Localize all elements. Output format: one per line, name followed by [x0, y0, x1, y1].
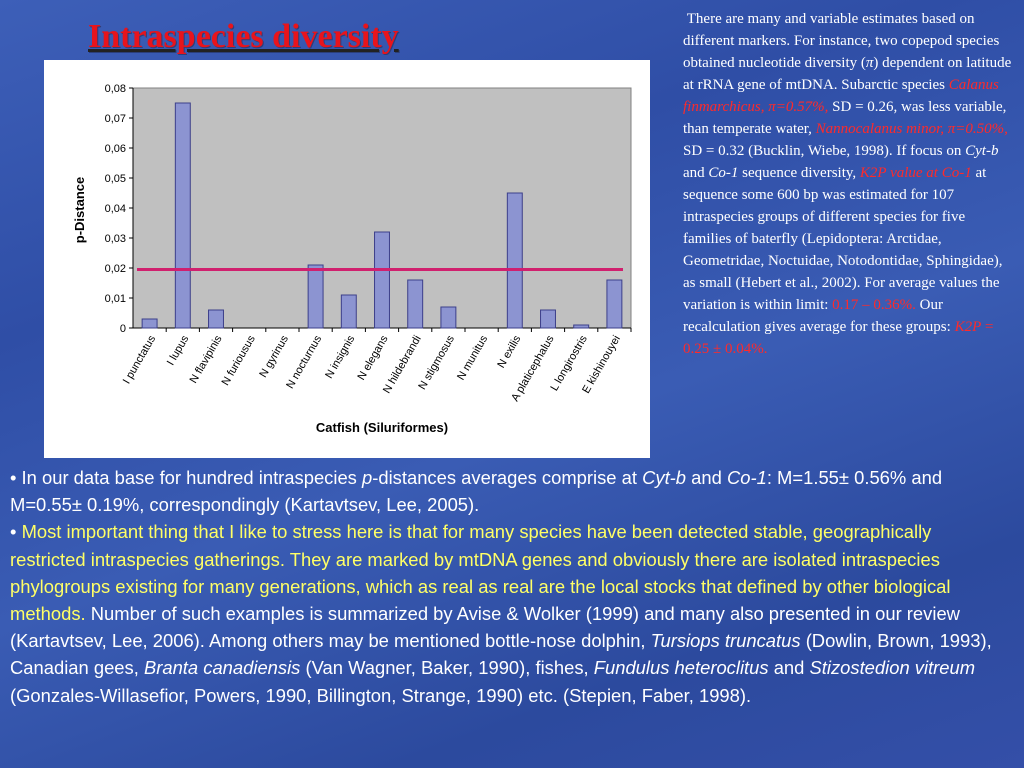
side-text-part: Our recalculation gives average for thes… [683, 297, 955, 335]
x-tick-label: N nocturnus [284, 333, 324, 391]
bottom-text-part: : M=1.55± 0.56% and M=0.55± 0.19%, corre… [10, 467, 943, 516]
y-tick-label: 0 [120, 323, 126, 335]
bottom-text-part: (Van Wagner, Baker, 1990), fishes, [300, 657, 594, 679]
bottom-text-part: (Dowlin, Brown, 1993), Canadian gees, [10, 630, 992, 679]
species-branta: Branta canadiensis [143, 657, 301, 679]
pi-symbol: π [865, 55, 874, 71]
x-tick-label: I punctatus [121, 333, 159, 386]
bar-chart: 0 0,01 0,02 0,03 0,04 0,05 0,06 0,07 0,08 I punct… [44, 60, 650, 458]
bar [374, 231, 390, 329]
bar [573, 324, 590, 329]
bar [340, 294, 357, 329]
bottom-text-part: (Gonzales-Willasefior, Powers, 1990, Bil… [10, 684, 752, 706]
bar [208, 309, 224, 329]
slide-title: Intraspecies diversity [88, 18, 399, 55]
y-tick-label: 0,08 [105, 83, 126, 95]
species-tursiops: Tursiops truncatus [650, 630, 801, 652]
bar [606, 279, 623, 329]
side-text-part: SD = 0.32 (Bucklin, Wiebe, 1998). If foc… [683, 143, 966, 159]
y-tick-label: 0,02 [105, 263, 126, 275]
y-tick-label: 0,01 [105, 293, 126, 305]
nannocalanus-value: π=0.50%, [944, 121, 1008, 137]
gene-co1: Co-1 [708, 165, 739, 181]
chart-canvas: 0 0,01 0,02 0,03 0,04 0,05 0,06 0,07 0,08 I punct… [72, 83, 632, 435]
x-tick-label: N furiousus [220, 333, 258, 388]
y-axis-title: p-Distance [72, 177, 87, 243]
y-tick-label: 0,07 [105, 113, 126, 125]
bottom-text-part: -distances averages comprise at [372, 467, 643, 488]
bottom-text-part: and [768, 657, 810, 679]
bullet: • [10, 521, 22, 543]
x-tick-label: I lupus [165, 333, 192, 368]
gene-cytb: Cyt-b [642, 467, 687, 488]
bottom-text-part: and [686, 467, 727, 488]
x-tick-label: N insignis [323, 333, 357, 381]
species-calanus: Calanus finmarchicus, [683, 77, 999, 115]
x-tick-label: N stigmosus [416, 333, 457, 392]
bar [540, 309, 556, 329]
side-text-part: at sequence some 600 bp was estimated fo… [683, 165, 1003, 313]
gene-co1: Co-1 [726, 467, 767, 488]
k2p-avg-label: K2P [954, 319, 982, 335]
bar [307, 264, 324, 329]
side-text-part: SD = 0.26, was less variable, than tempe… [683, 99, 1007, 137]
bottom-text-part: Number of such examples is summarized by… [10, 603, 960, 652]
x-tick-label: N exilis [495, 333, 523, 370]
side-paragraph: There are many and variable estimates ba… [683, 8, 1016, 360]
species-fundulus: Fundulus heteroclitus [593, 657, 769, 679]
k2p-avg-value: = 0.25 ± 0.04%. [683, 319, 994, 357]
x-tick-label: N gyrinus [257, 333, 291, 380]
side-text-part: ) dependent on latitude at rRNA gene of … [683, 55, 1012, 93]
y-tick-label: 0,04 [105, 203, 126, 215]
species-nannocalanus: Nannocalanus minor, [815, 121, 945, 137]
bar [141, 318, 158, 329]
x-tick-label: N elegans [355, 333, 390, 382]
x-tick-label: N flavipinis [188, 333, 225, 385]
x-tick-label: N munitus [455, 333, 490, 382]
highlighted-statement: Most important thing that I like to stre… [10, 521, 951, 625]
bar [440, 306, 457, 329]
calanus-value: π=0.57%, [764, 99, 829, 115]
bottom-paragraph: • In our data base for hundred intraspec… [10, 464, 1010, 709]
side-text-part: sequence diversity, [738, 165, 860, 181]
x-axis-title: Catfish (Siluriformes) [316, 420, 448, 435]
bar [407, 279, 424, 329]
y-tick-label: 0,05 [105, 173, 126, 185]
side-text-part: There are many and variable estimates ba… [683, 11, 1000, 71]
bar [174, 102, 191, 329]
k2p-highlight: K2P value at Co-1 [859, 165, 972, 181]
bottom-text-part: • In our data base for hundred intraspec… [10, 467, 362, 488]
bar [506, 192, 523, 329]
species-stizostedion: Stizostedion vitreum [809, 657, 976, 679]
gene-cytb: Cyt-b [965, 143, 999, 159]
side-text-part: and [683, 165, 709, 181]
y-tick-label: 0,03 [105, 233, 126, 245]
p-symbol: p [362, 467, 373, 488]
y-tick-label: 0,06 [105, 143, 126, 155]
limit-highlight: 0.17 – 0.36%. [832, 297, 916, 313]
